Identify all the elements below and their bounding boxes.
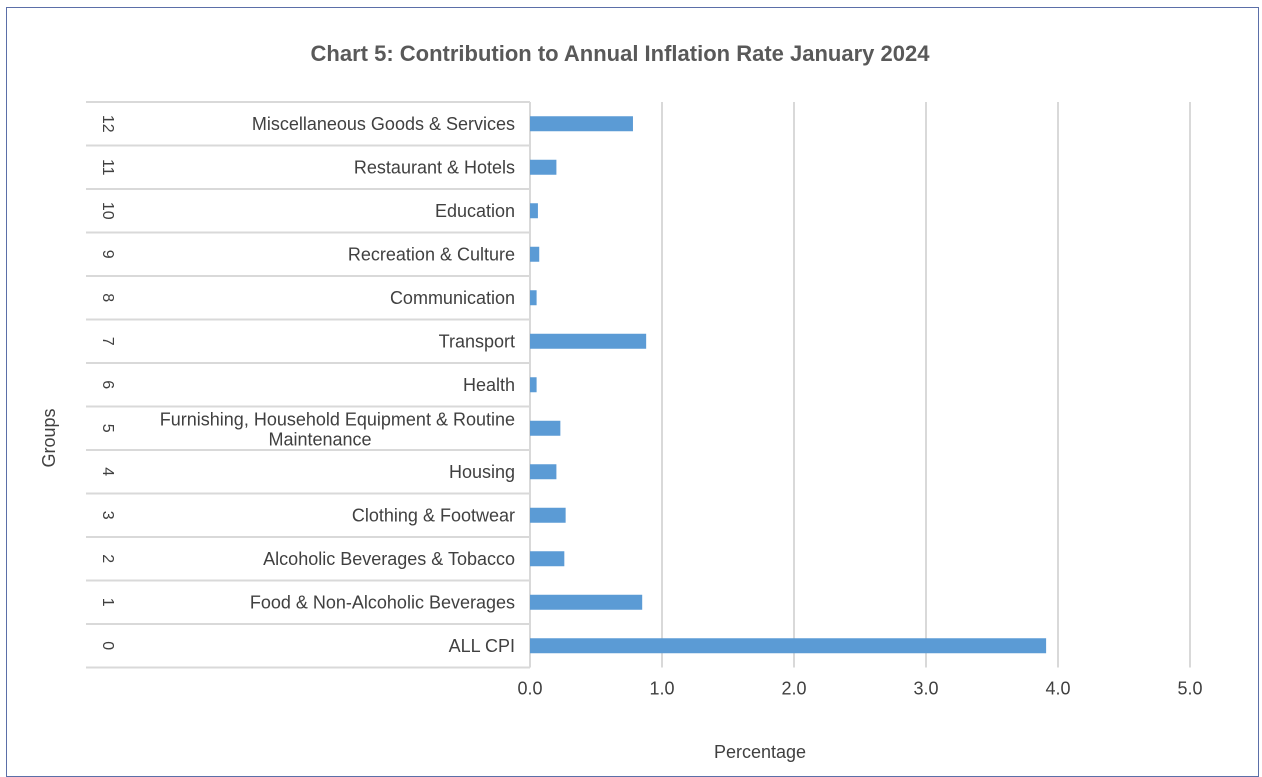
group-code: 10 bbox=[99, 202, 116, 220]
group-code: 9 bbox=[99, 250, 116, 259]
group-code: 1 bbox=[99, 598, 116, 607]
group-code: 3 bbox=[99, 511, 116, 520]
bars bbox=[530, 116, 1047, 654]
category-label: Education bbox=[435, 201, 515, 221]
group-code: 7 bbox=[99, 337, 116, 346]
bar bbox=[530, 159, 557, 175]
category-label: Communication bbox=[390, 288, 515, 308]
bar bbox=[530, 464, 557, 480]
x-tick-label: 4.0 bbox=[1045, 679, 1070, 699]
category-label: Food & Non-Alcoholic Beverages bbox=[250, 592, 515, 612]
group-code: 4 bbox=[99, 467, 116, 476]
category-label: Recreation & Culture bbox=[348, 244, 515, 264]
group-code: 2 bbox=[99, 554, 116, 563]
grid-lines bbox=[529, 102, 1191, 668]
category-label: ALL CPI bbox=[449, 636, 515, 656]
category-label: Furnishing, Household Equipment & Routin… bbox=[160, 409, 515, 449]
x-tick-label: 0.0 bbox=[517, 679, 542, 699]
bar bbox=[530, 507, 566, 523]
group-code: 5 bbox=[99, 424, 116, 433]
group-code: 8 bbox=[99, 293, 116, 302]
bar bbox=[530, 203, 538, 219]
bar bbox=[530, 116, 633, 132]
category-label: Clothing & Footwear bbox=[352, 505, 515, 525]
bar bbox=[530, 290, 537, 306]
group-code: 0 bbox=[99, 641, 116, 650]
chart-title: Chart 5: Contribution to Annual Inflatio… bbox=[311, 41, 931, 66]
bar bbox=[530, 551, 565, 567]
category-label: Miscellaneous Goods & Services bbox=[252, 114, 515, 134]
bar bbox=[530, 594, 643, 610]
y-axis-label: Groups bbox=[39, 408, 59, 467]
bar bbox=[530, 246, 540, 262]
group-code: 6 bbox=[99, 380, 116, 389]
bar bbox=[530, 638, 1047, 654]
bar bbox=[530, 420, 561, 436]
category-label: Restaurant & Hotels bbox=[354, 157, 515, 177]
x-axis-ticks: 0.0 1.0 2.0 3.0 4.0 5.0 bbox=[517, 679, 1202, 699]
x-tick-label: 3.0 bbox=[913, 679, 938, 699]
bar bbox=[530, 377, 537, 393]
x-tick-label: 1.0 bbox=[649, 679, 674, 699]
category-label: Alcoholic Beverages & Tobacco bbox=[263, 549, 515, 569]
bar bbox=[530, 333, 647, 349]
x-axis-label: Percentage bbox=[714, 742, 806, 762]
x-tick-label: 2.0 bbox=[781, 679, 806, 699]
group-code: 12 bbox=[99, 115, 116, 133]
category-label: Transport bbox=[439, 331, 515, 351]
category-label: Health bbox=[463, 375, 515, 395]
x-tick-label: 5.0 bbox=[1177, 679, 1202, 699]
group-code: 11 bbox=[99, 159, 116, 176]
category-label: Housing bbox=[449, 462, 515, 482]
